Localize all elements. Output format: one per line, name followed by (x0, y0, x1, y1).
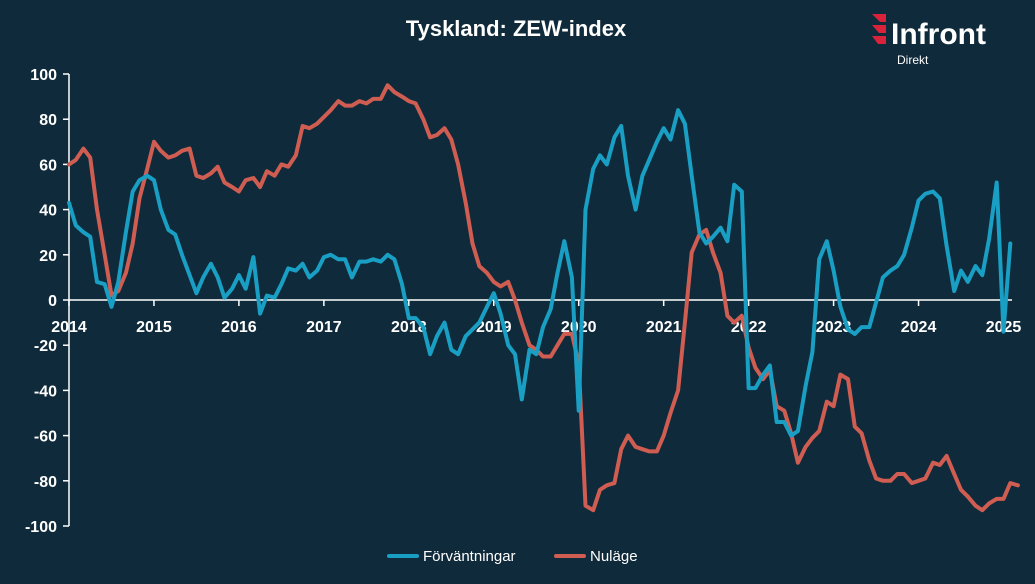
x-tick-label: 2021 (646, 319, 682, 336)
y-tick-label: -40 (34, 383, 57, 400)
series-line-nulage (67, 83, 1020, 513)
series-layer (67, 83, 1020, 513)
x-tick-label: 2014 (51, 319, 87, 336)
y-tick-label: 40 (39, 203, 57, 220)
y-tick-label: 0 (48, 293, 57, 310)
series-line-forvantningar (67, 108, 1013, 438)
infront-logo-mark-icon (872, 14, 886, 44)
chart-title: Tyskland: ZEW-index (406, 16, 627, 41)
logo-sub-text: Direkt (897, 53, 929, 67)
y-axis: 100 80 60 40 20 0 -20 -40 -60 -80 -100 (25, 67, 70, 536)
x-tick-label: 2023 (816, 319, 852, 336)
legend: Förväntningar Nuläge (387, 548, 638, 565)
y-tick-label: 100 (30, 67, 57, 84)
legend-label-nulage: Nuläge (590, 548, 638, 565)
x-tick-label: 2016 (221, 319, 257, 336)
y-tick-label: 60 (39, 157, 57, 174)
x-tick-label: 2020 (561, 319, 597, 336)
y-tick-label: -80 (34, 474, 57, 491)
infront-logo: Infront Direkt (872, 14, 986, 67)
x-tick-label: 2024 (901, 319, 937, 336)
x-tick-label: 2017 (306, 319, 342, 336)
y-tick-label: 20 (39, 248, 57, 265)
legend-label-forvantningar: Förväntningar (423, 548, 516, 565)
y-tick-label: 80 (39, 112, 57, 129)
logo-text: Infront (891, 18, 986, 51)
x-axis: 2014 2015 2016 2017 2018 2019 2020 2021 2022 2023… (51, 299, 1021, 336)
y-tick-label: -60 (34, 429, 57, 446)
y-tick-label: -20 (34, 338, 57, 355)
x-tick-label: 2022 (731, 319, 767, 336)
x-tick-label: 2015 (136, 319, 172, 336)
y-tick-label: -100 (25, 519, 57, 536)
